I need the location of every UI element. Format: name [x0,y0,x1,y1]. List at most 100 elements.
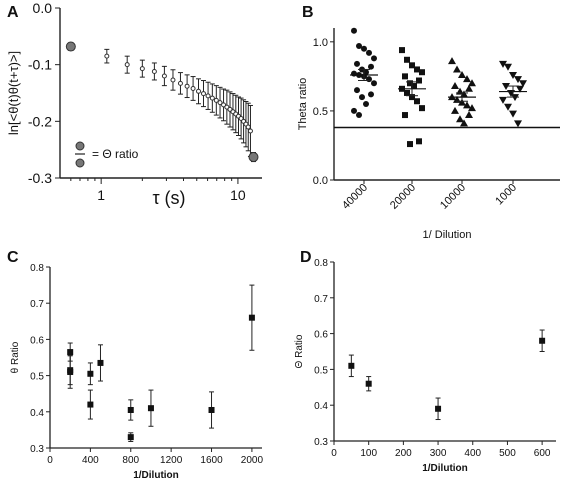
x-tick-label: 1000 [493,182,519,208]
x-tick-label: 100 [360,448,377,459]
data-point [504,103,512,111]
y-tick-label: 0.3 [30,444,44,455]
data-point [451,82,459,90]
y-tick-label: -0.2 [28,113,52,129]
data-point [468,104,476,112]
data-point [453,65,461,73]
y-tick-label: 1.0 [313,37,328,49]
panel-label-a: A [7,4,19,21]
data-point [504,63,512,71]
data-point [502,83,510,91]
x-tick-label: 500 [499,448,516,459]
data-point [359,94,365,101]
data-point [139,66,145,72]
data-point [414,98,420,105]
data-point [458,98,466,106]
data-point [463,101,471,109]
data-point [519,80,527,88]
data-point [205,93,211,99]
data-point [368,91,374,98]
data-point [67,368,74,375]
data-point [217,100,223,106]
data-point [147,405,154,412]
y-tick-label: 0.6 [30,335,44,346]
data-point [451,106,459,114]
data-point [465,84,473,92]
data-point [247,128,253,134]
panel-label-b: B [302,4,314,21]
panel-d-chart: 0.3 0.4 0.5 0.6 0.7 0.8 0 100 200 300 400 500 600 1/D… [294,258,556,474]
data-point [448,57,456,65]
y-tick-label: 0.8 [314,258,328,269]
data-point [351,27,357,34]
y-tick-label: 0.4 [30,408,44,419]
y-tick-label: 0.5 [314,365,328,376]
data-point [514,120,522,128]
endpoint-marker [65,41,76,52]
y-axis-title: θ Ratio [10,341,21,373]
y-tick-label: -0.3 [28,170,52,186]
endpoint-marker [248,152,259,163]
data-point [184,83,190,89]
x-tick-label: 2000 [241,455,264,466]
data-point [371,80,377,87]
panel-c-chart: 0.3 0.4 0.5 0.6 0.7 0.8 0 400 800 1200 1600 2000 1/D… [10,263,263,481]
x-tick-label: 10000 [438,182,468,212]
panel-label-c: C [7,249,19,266]
data-point [499,60,507,68]
data-point [371,55,377,62]
data-point [456,115,464,123]
y-axis-title: Theta ratio [297,78,309,131]
data-point [468,79,476,87]
x-tick-label: 200 [395,448,412,459]
data-point [402,73,408,80]
legend-text: = Θ ratio [92,147,139,161]
data-point [87,370,94,377]
panel-a-chart: 0.0 -0.1 -0.2 -0.3 1 10 τ (s) ln[<θ(t)θ(t+τ)>] =… [6,0,262,208]
data-point [97,359,104,366]
data-point [221,102,227,108]
data-point [509,110,517,118]
data-point [213,97,219,103]
y-tick-label: 0.5 [313,106,328,118]
data-point [514,76,522,84]
x-tick-label: 800 [122,455,139,466]
x-tick-label: 400 [464,448,481,459]
x-tick-label: 300 [430,448,447,459]
data-point [67,349,74,356]
data-point [208,406,215,413]
x-axis-title: 1/ Dilution [423,229,472,241]
y-tick-label: 0.5 [30,372,44,383]
x-tick-label: 10 [230,187,246,203]
x-tick-label: 1200 [160,455,183,466]
x-axis-title: 1/Dilution [133,470,179,481]
data-point [151,68,157,74]
y-tick-label: 0.8 [30,263,44,274]
panel-b-chart: 0.0 0.5 1.0 Theta ratio 40000 20000 10000 1000 1… [297,27,560,241]
data-point [463,75,471,83]
data-point [196,88,202,94]
data-point [127,434,134,441]
data-point [87,401,94,408]
y-tick-label: 0.0 [313,175,328,187]
x-tick-label: 0 [331,448,337,459]
y-tick-label: 0.4 [314,401,328,412]
y-axis-title: ln[<θ(t)θ(t+τ)>] [6,51,21,135]
data-point [509,71,517,79]
y-tick-label: 0.7 [314,294,328,305]
x-tick-label: 20000 [388,182,418,212]
data-point [458,70,466,78]
data-point [365,380,372,387]
data-point [539,337,546,344]
data-point [366,76,372,83]
y-tick-label: 0.6 [314,330,328,341]
data-point [404,56,410,63]
data-point [124,62,130,68]
x-tick-label: 40000 [340,182,370,212]
x-axis-title: 1/Dilution [422,463,468,474]
data-point [356,112,362,119]
data-point [351,107,357,114]
data-point [368,63,374,70]
data-point [200,91,206,97]
